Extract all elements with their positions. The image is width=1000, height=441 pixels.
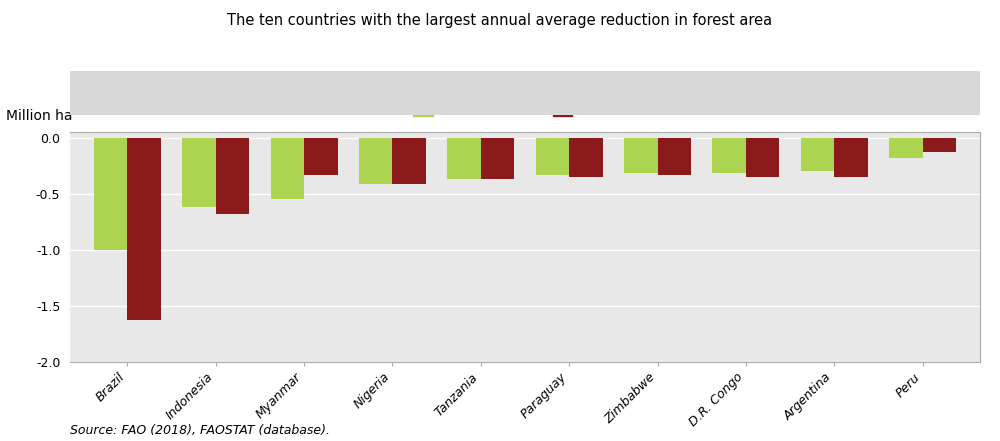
Text: Million ha: Million ha: [6, 109, 73, 123]
Bar: [801, 138, 834, 172]
Bar: [182, 138, 216, 207]
Bar: [889, 138, 923, 158]
Bar: [304, 138, 338, 175]
Bar: [712, 138, 746, 172]
Bar: [127, 138, 161, 320]
Text: Source: FAO (2018), FAOSTAT (database).: Source: FAO (2018), FAOSTAT (database).: [70, 424, 330, 437]
Bar: [392, 138, 426, 184]
Bar: [94, 138, 127, 250]
Bar: [834, 138, 868, 177]
Bar: [536, 138, 569, 175]
Bar: [569, 138, 603, 177]
Legend: 2010-15, 2005-10: 2010-15, 2005-10: [406, 97, 644, 125]
Bar: [447, 138, 481, 179]
Bar: [481, 138, 514, 179]
Bar: [624, 138, 658, 172]
Bar: [359, 138, 392, 184]
Bar: [271, 138, 304, 199]
Text: The ten countries with the largest annual average reduction in forest area: The ten countries with the largest annua…: [227, 13, 773, 28]
Bar: [216, 138, 249, 214]
Bar: [923, 138, 956, 153]
Bar: [746, 138, 779, 177]
Bar: [658, 138, 691, 175]
